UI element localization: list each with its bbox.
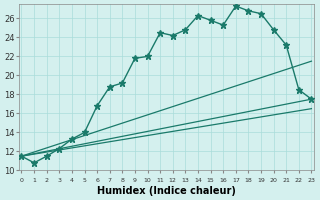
- X-axis label: Humidex (Indice chaleur): Humidex (Indice chaleur): [97, 186, 236, 196]
